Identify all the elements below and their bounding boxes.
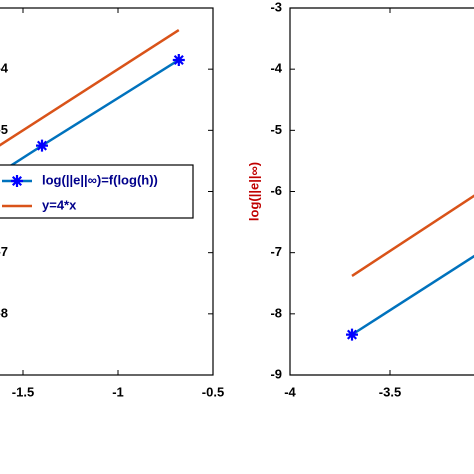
marker [36,139,48,152]
marker [172,53,185,66]
series-line [351,194,474,277]
y-tick-label: -6 [270,183,282,198]
x-tick-label: -0.5 [202,384,224,399]
x-tick-label: -3.5 [379,384,401,399]
y-tick-label: -7 [270,244,282,259]
y-tick-label: -4 [0,61,9,76]
legend-marker [11,175,23,187]
legend-box [0,164,194,219]
x-tick-label: -4 [284,384,296,399]
series-line [351,254,474,336]
y-tick-label: -8 [270,305,282,320]
x-tick-label: -1 [112,384,124,399]
plot-area [346,194,474,341]
y-axis-label: log(||e||∞) [246,162,261,221]
y-tick-label: -3 [270,0,282,14]
y-tick-label: -9 [270,366,282,381]
x-tick-label: -1.5 [12,384,34,399]
legend-label: log(||e||∞)=f(log(h)) [42,172,158,187]
y-tick-label: -5 [270,122,282,137]
axes-box [289,7,474,376]
y-tick-label: -7 [0,244,8,259]
marker [346,328,358,341]
legend-label: y=4*x [42,197,77,212]
series-line [0,28,180,147]
plot-area [0,28,185,175]
y-tick-label: -4 [270,61,282,76]
y-tick-label: -8 [0,305,8,320]
y-tick-label: -5 [0,122,8,137]
